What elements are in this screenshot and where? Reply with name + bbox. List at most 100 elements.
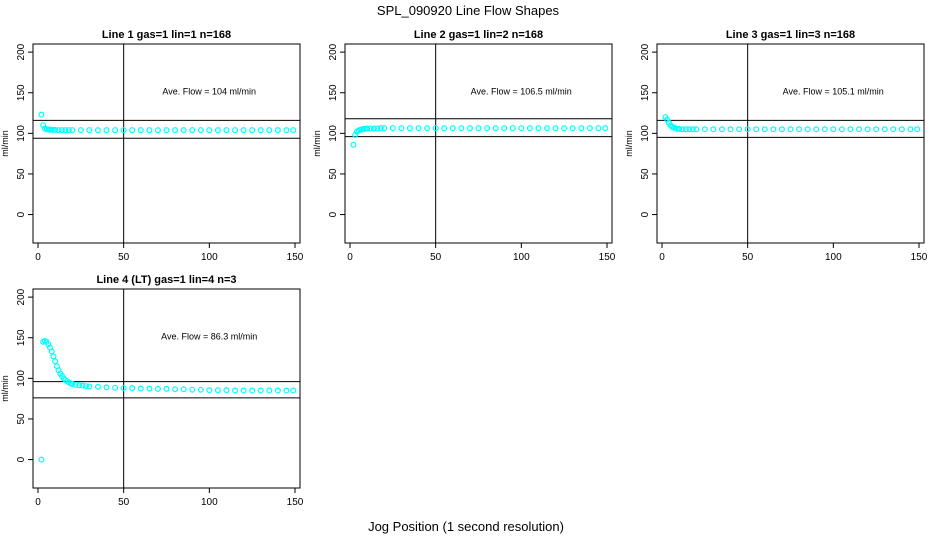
data-point xyxy=(856,126,863,133)
data-point xyxy=(197,386,204,393)
data-point xyxy=(58,127,65,134)
data-point xyxy=(804,126,811,133)
data-point xyxy=(257,387,264,394)
y-tick-label: 200 xyxy=(640,43,651,60)
data-point xyxy=(240,387,247,394)
y-tick-label: 200 xyxy=(16,288,27,305)
data-point xyxy=(381,125,388,132)
data-point xyxy=(389,125,396,132)
data-point xyxy=(69,381,76,388)
data-point xyxy=(406,125,413,132)
data-point xyxy=(689,126,696,133)
data-point xyxy=(69,127,76,134)
average-flow-annotation: Ave. Flow = 106.5 ml/min xyxy=(471,86,572,96)
data-point xyxy=(424,125,431,132)
data-point xyxy=(374,125,381,132)
y-tick-label: 0 xyxy=(640,211,651,217)
data-point xyxy=(103,384,110,391)
data-point xyxy=(172,386,179,393)
chart-panel-4: Line 4 (LT) gas=1 lin=4 n=3 0 50 100 150 0 50 1… xyxy=(0,274,304,508)
data-point xyxy=(718,126,725,133)
y-tick-label: 100 xyxy=(640,125,651,142)
figure-x-axis-label: Jog Position (1 second resolution) xyxy=(368,519,564,534)
data-point xyxy=(214,127,221,134)
data-point xyxy=(518,125,525,132)
chart-title: Line 2 gas=1 lin=2 n=168 xyxy=(414,29,543,41)
data-point xyxy=(475,125,482,132)
data-point xyxy=(154,127,161,134)
data-point xyxy=(370,125,377,132)
y-tick-label: 50 xyxy=(16,413,27,425)
data-point xyxy=(120,127,127,134)
y-tick-label: 150 xyxy=(16,329,27,346)
data-point xyxy=(552,125,559,132)
data-point xyxy=(274,127,281,134)
y-tick-label: 200 xyxy=(328,43,339,60)
x-tick-label: 100 xyxy=(825,252,842,263)
plot-frame xyxy=(32,288,301,489)
data-point xyxy=(94,127,101,134)
data-point xyxy=(578,125,585,132)
data-point xyxy=(180,127,187,134)
data-point xyxy=(898,126,905,133)
y-tick-label: 100 xyxy=(16,370,27,387)
y-tick-label: 150 xyxy=(328,84,339,101)
data-point xyxy=(206,387,213,394)
x-tick-label: 0 xyxy=(659,252,665,263)
data-point xyxy=(873,126,880,133)
data-point xyxy=(249,387,256,394)
data-point xyxy=(48,348,55,355)
x-tick-label: 50 xyxy=(742,252,754,263)
data-point xyxy=(77,127,84,134)
data-point xyxy=(770,126,777,133)
data-point xyxy=(492,125,499,132)
data-point xyxy=(736,126,743,133)
data-point xyxy=(676,125,683,132)
y-tick-label: 100 xyxy=(16,125,27,142)
data-point xyxy=(415,125,422,132)
data-point xyxy=(787,126,794,133)
data-point xyxy=(864,126,871,133)
data-point xyxy=(120,385,127,392)
y-tick-label: 0 xyxy=(16,456,27,462)
data-point xyxy=(94,383,101,390)
data-point xyxy=(830,126,837,133)
data-point xyxy=(197,127,204,134)
data-point xyxy=(137,127,144,134)
data-point xyxy=(163,385,170,392)
data-point xyxy=(52,358,59,365)
data-point xyxy=(761,126,768,133)
data-point xyxy=(50,353,57,360)
data-point xyxy=(682,126,689,133)
data-point xyxy=(432,125,439,132)
data-point xyxy=(146,127,153,134)
chart-title: Line 3 gas=1 lin=3 n=168 xyxy=(726,29,855,41)
data-point xyxy=(206,127,213,134)
y-axis-label: ml/min xyxy=(312,130,322,157)
y-tick-label: 150 xyxy=(16,84,27,101)
data-point xyxy=(240,127,247,134)
data-point xyxy=(172,127,179,134)
x-tick-label: 100 xyxy=(201,252,218,263)
x-tick-label: 150 xyxy=(599,252,616,263)
data-point xyxy=(55,127,62,134)
data-point xyxy=(838,126,845,133)
chart-title: Line 4 (LT) gas=1 lin=4 n=3 xyxy=(96,274,236,286)
data-point xyxy=(569,125,576,132)
data-point xyxy=(62,127,69,134)
data-point xyxy=(257,127,264,134)
data-point xyxy=(686,126,693,133)
x-tick-label: 100 xyxy=(513,252,530,263)
data-point xyxy=(710,126,717,133)
data-point xyxy=(232,127,239,134)
data-point xyxy=(274,387,281,394)
y-tick-label: 100 xyxy=(328,125,339,142)
data-point xyxy=(441,125,448,132)
data-point xyxy=(214,387,221,394)
data-point xyxy=(154,385,161,392)
data-point xyxy=(129,127,136,134)
data-point xyxy=(701,126,708,133)
data-point xyxy=(914,126,921,133)
data-point xyxy=(466,125,473,132)
data-point xyxy=(79,382,86,389)
